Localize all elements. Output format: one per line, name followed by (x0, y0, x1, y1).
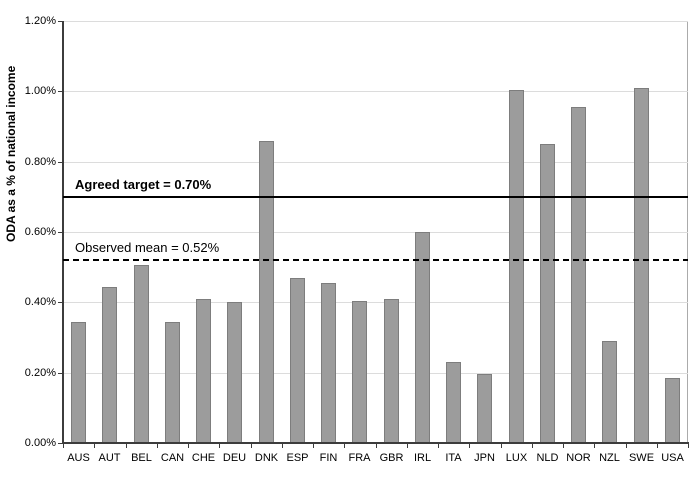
gridline (63, 302, 688, 303)
bar-LUX (509, 90, 524, 443)
y-axis-tick (58, 373, 63, 374)
x-tick-label-FIN: FIN (319, 452, 338, 464)
y-tick-label: 0.20% (24, 367, 56, 379)
x-axis-tick (532, 444, 533, 448)
x-axis-tick (469, 444, 470, 448)
bar-ITA (446, 362, 461, 443)
x-axis-tick (219, 444, 220, 448)
x-tick-label-JPN: JPN (474, 452, 495, 464)
gridline (63, 232, 688, 233)
y-tick-label: 0.40% (24, 296, 56, 308)
mean-line (63, 259, 688, 261)
y-tick-label: 1.20% (24, 15, 56, 27)
x-tick-label-NLD: NLD (536, 452, 559, 464)
bar-NOR (571, 107, 586, 443)
x-tick-label-IRL: IRL (413, 452, 432, 464)
gridline (63, 373, 688, 374)
target-line-label: Agreed target = 0.70% (75, 177, 212, 192)
x-axis-tick (376, 444, 377, 448)
y-axis-tick (58, 443, 63, 444)
bar-AUT (102, 287, 117, 443)
x-tick-label-ITA: ITA (445, 452, 462, 464)
x-tick-label-FRA: FRA (348, 452, 371, 464)
y-axis-tick (58, 162, 63, 163)
gridline (63, 162, 688, 163)
y-tick-label: 0.80% (24, 156, 56, 168)
x-tick-label-CHE: CHE (191, 452, 216, 464)
bar-SWE (634, 88, 649, 443)
x-axis-tick (188, 444, 189, 448)
gridline (63, 91, 688, 92)
bar-FIN (321, 283, 336, 443)
bar-CHE (196, 299, 211, 443)
x-axis-tick (688, 444, 689, 448)
bar-FRA (352, 301, 367, 443)
x-tick-label-AUS: AUS (67, 452, 90, 464)
x-tick-label-NZL: NZL (599, 452, 620, 464)
bar-CAN (165, 322, 180, 443)
x-axis-tick (126, 444, 127, 448)
x-tick-label-ESP: ESP (286, 452, 309, 464)
y-axis-tick (58, 232, 63, 233)
x-tick-label-LUX: LUX (505, 452, 528, 464)
x-axis-tick (344, 444, 345, 448)
bar-DEU (227, 302, 242, 443)
x-axis-line (62, 442, 689, 444)
x-axis-tick (63, 444, 64, 448)
x-axis-tick (313, 444, 314, 448)
y-axis-tick (58, 302, 63, 303)
bar-NLD (540, 144, 555, 443)
y-tick-label: 0.60% (24, 226, 56, 238)
x-axis-tick (282, 444, 283, 448)
y-axis-tick (58, 21, 63, 22)
x-axis-tick (438, 444, 439, 448)
x-tick-label-AUT: AUT (98, 452, 121, 464)
bar-NZL (602, 341, 617, 443)
bar-IRL (415, 232, 430, 443)
x-tick-label-SWE: SWE (628, 452, 655, 464)
x-tick-label-NOR: NOR (566, 452, 591, 464)
x-axis-tick (563, 444, 564, 448)
bar-ESP (290, 278, 305, 443)
bar-USA (665, 378, 680, 443)
target-line (63, 196, 688, 198)
y-axis-line (62, 21, 64, 444)
x-tick-label-CAN: CAN (160, 452, 185, 464)
bar-JPN (477, 374, 492, 443)
x-tick-label-GBR: GBR (379, 452, 404, 464)
y-tick-label: 1.00% (24, 85, 56, 97)
x-axis-tick (626, 444, 627, 448)
x-axis-tick (657, 444, 658, 448)
bar-GBR (384, 299, 399, 443)
x-axis-tick (251, 444, 252, 448)
x-axis-tick (501, 444, 502, 448)
bar-AUS (71, 322, 86, 443)
x-tick-label-DEU: DEU (222, 452, 247, 464)
y-tick-label: 0.00% (24, 437, 56, 449)
x-tick-label-BEL: BEL (131, 452, 152, 464)
x-axis-tick (407, 444, 408, 448)
mean-line-label: Observed mean = 0.52% (75, 240, 220, 255)
x-tick-label-DNK: DNK (254, 452, 279, 464)
x-axis-tick (94, 444, 95, 448)
x-tick-label-USA: USA (661, 452, 684, 464)
bar-BEL (134, 265, 149, 443)
y-axis-tick (58, 91, 63, 92)
bar-DNK (259, 141, 274, 443)
x-axis-tick (594, 444, 595, 448)
x-axis-tick (157, 444, 158, 448)
gridline (63, 21, 688, 22)
